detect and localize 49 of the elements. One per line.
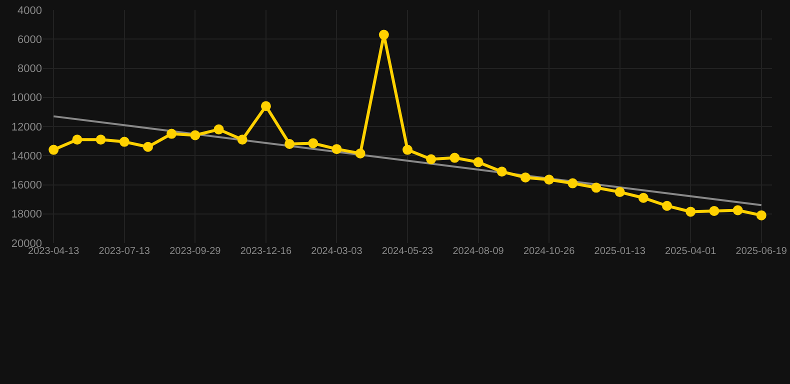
point <box>237 134 248 145</box>
x-tick-label: 2025-04-01 <box>665 246 717 257</box>
point <box>260 101 271 112</box>
point <box>709 206 720 216</box>
point <box>450 152 460 163</box>
y-tick-label: 10000 <box>11 92 42 104</box>
point <box>426 154 436 164</box>
point <box>119 136 130 147</box>
y-tick-label: 8000 <box>18 63 42 76</box>
point <box>96 134 106 145</box>
point <box>638 192 648 203</box>
point <box>473 157 484 168</box>
point <box>591 182 602 193</box>
y-tick-label: 12000 <box>11 121 42 134</box>
x-tick-label: 2023-09-29 <box>170 246 222 257</box>
point <box>402 144 412 155</box>
y-tick-label: 16000 <box>11 180 42 192</box>
point <box>142 142 153 152</box>
x-tick-label: 2024-10-26 <box>523 246 576 257</box>
x-tick-label: 2023-12-16 <box>240 246 292 257</box>
point <box>496 166 507 177</box>
point <box>686 206 696 217</box>
point <box>378 30 389 40</box>
point <box>284 138 295 149</box>
point <box>614 187 625 198</box>
point <box>732 205 743 216</box>
point <box>520 172 530 182</box>
x-tick-label: 2024-08-09 <box>452 246 504 257</box>
point <box>756 210 766 220</box>
point <box>355 148 366 158</box>
point <box>190 130 200 140</box>
x-tick-label: 2024-05-23 <box>382 246 434 257</box>
point <box>166 128 177 139</box>
point <box>308 138 318 148</box>
x-tick-label: 2025-01-13 <box>594 246 646 257</box>
y-tick-label: 14000 <box>11 150 42 162</box>
y-tick-label: 4000 <box>18 4 42 17</box>
y-tick-label: 18000 <box>11 208 42 221</box>
point <box>544 174 554 185</box>
point <box>72 134 82 145</box>
point <box>662 200 672 211</box>
point <box>568 178 578 188</box>
x-tick-label: 2023-07-13 <box>98 246 150 257</box>
point <box>48 144 59 155</box>
y-tick-label: 6000 <box>18 34 42 46</box>
x-tick-label: 2024-03-03 <box>311 246 363 257</box>
point <box>332 144 342 154</box>
x-tick-label: 2025-06-19 <box>736 246 788 257</box>
point <box>214 124 224 134</box>
